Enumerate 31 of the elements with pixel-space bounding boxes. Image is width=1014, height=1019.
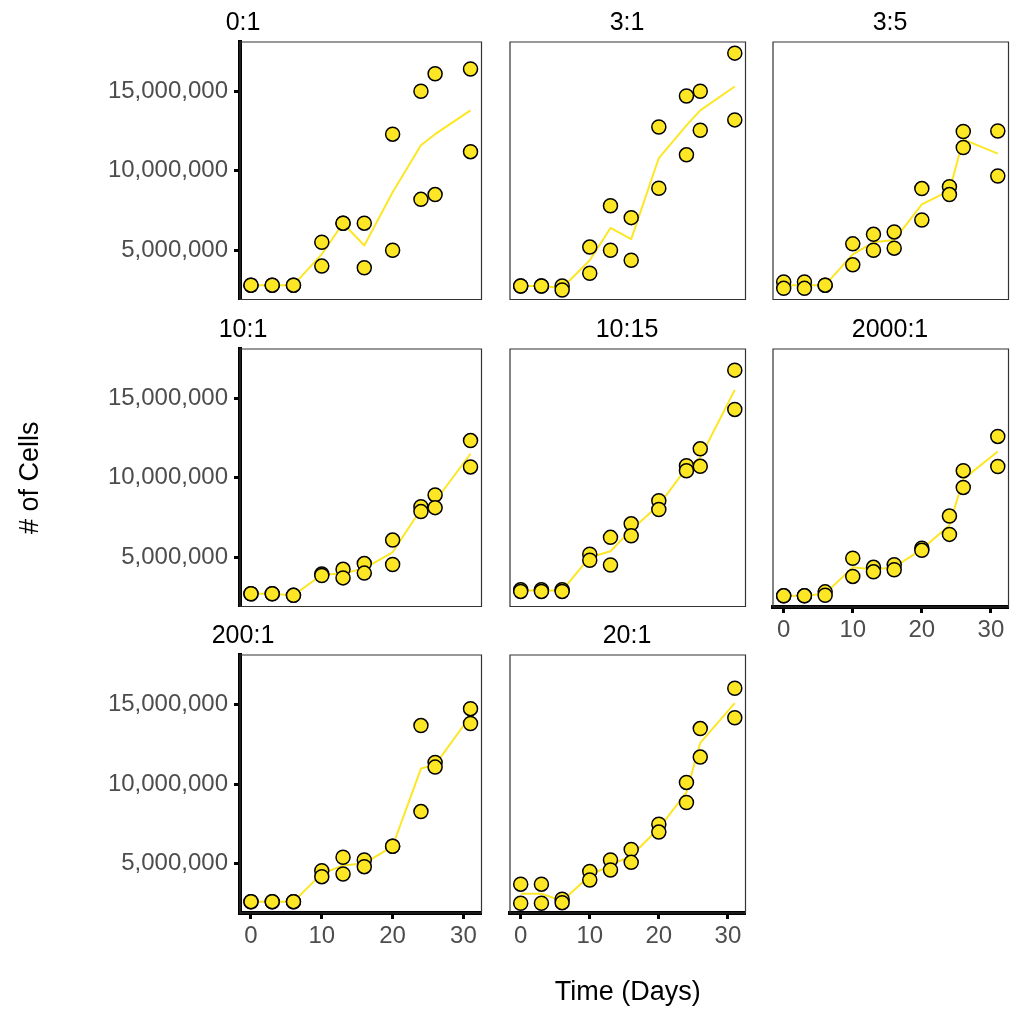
y-tick-label: 10,000,000 <box>107 462 228 490</box>
chart-title: 10:15 <box>595 313 659 342</box>
y-tick-label: 15,000,000 <box>107 75 228 103</box>
x-tick-label: 0 <box>777 615 791 643</box>
x-tick-label: 10 <box>308 921 336 949</box>
x-tick-label: 0 <box>514 921 528 949</box>
chart-title: 3:1 <box>609 6 645 35</box>
x-tick-label: 0 <box>244 921 258 949</box>
x-tick-label: 20 <box>645 921 673 949</box>
y-tick-label: 5,000,000 <box>121 541 228 569</box>
x-tick-label: 20 <box>908 615 936 643</box>
y-tick-label: 10,000,000 <box>107 768 228 796</box>
chart-title: 0:1 <box>225 6 261 35</box>
x-tick-label: 10 <box>576 921 604 949</box>
x-tick-label: 10 <box>839 615 867 643</box>
y-tick-label: 10,000,000 <box>107 155 228 183</box>
y-axis-title: # of Cells <box>13 421 44 535</box>
x-tick-label: 20 <box>379 921 406 949</box>
y-tick-label: 5,000,000 <box>121 848 228 876</box>
chart-title: 2000:1 <box>851 313 929 342</box>
chart-title: 20:1 <box>602 619 652 648</box>
x-axis-title: Time (Days) <box>554 976 701 1007</box>
x-tick-label: 30 <box>714 921 742 949</box>
y-tick-label: 15,000,000 <box>107 689 228 716</box>
y-tick-label: 15,000,000 <box>107 382 228 410</box>
chart-title: 200:1 <box>211 619 275 648</box>
x-tick-label: 30 <box>450 921 477 949</box>
y-tick-label: 5,000,000 <box>121 234 228 262</box>
chart-title: 10:1 <box>218 313 268 342</box>
x-tick-label: 30 <box>977 615 1005 643</box>
chart-title: 3:5 <box>872 6 908 35</box>
